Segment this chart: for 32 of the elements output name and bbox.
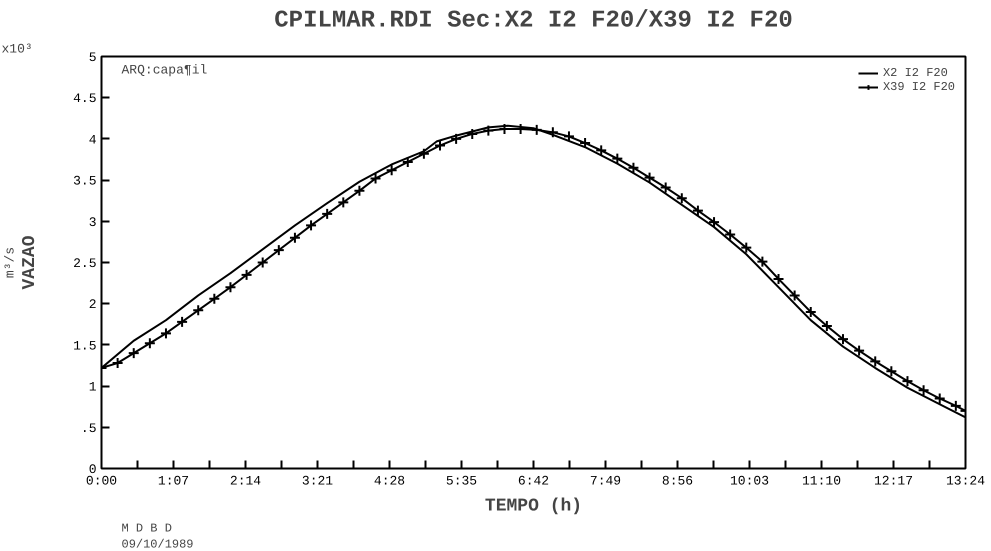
y-tick-label: 2.5 <box>73 256 96 271</box>
x-tick-label: 7:49 <box>590 474 622 488</box>
annotation: ARQ:capa¶il <box>122 62 208 78</box>
y-tick-label: 5 <box>88 50 97 65</box>
x-tick-label: 12:17 <box>874 474 914 488</box>
x-tick-label: 4:28 <box>374 474 406 488</box>
text: 09/10/1989 <box>122 538 194 551</box>
y-tick-label: 4.5 <box>73 91 96 106</box>
x-tick-label: 2:14 <box>230 474 262 488</box>
y-tick-label: 3 <box>88 214 97 230</box>
text: x10³ <box>2 42 33 56</box>
x-tick-label: 11:10 <box>802 474 842 488</box>
y-tick-label: 4 <box>88 132 97 148</box>
text: m³/s <box>2 246 18 278</box>
y-axis-title: VAZAO <box>20 235 40 290</box>
x-tick-label: 10:03 <box>730 474 770 488</box>
y-tick-label: 1 <box>88 380 97 395</box>
x-tick-label: 5:35 <box>446 474 478 488</box>
x-tick-label: 13:24 <box>946 474 986 488</box>
legend-label: X2 I2 F20 <box>882 66 948 80</box>
y-tick-label: .5 <box>80 420 97 436</box>
y-tick-label: 2 <box>88 297 97 312</box>
legend-label: X39 I2 F20 <box>882 80 955 94</box>
y-tick-label: 3.5 <box>73 174 96 189</box>
chart-title: CPILMAR.RDI Sec:X2 I2 F20/X39 I2 F20 <box>274 8 793 34</box>
x-axis-title: TEMPO (h) <box>484 496 582 516</box>
x-tick-label: 8:56 <box>662 474 694 488</box>
x-tick-label: 6:42 <box>518 474 550 488</box>
x-tick-label: 1:07 <box>158 474 190 488</box>
text: M D B D <box>122 522 172 536</box>
y-tick-label: 1.5 <box>73 338 96 354</box>
x-tick-label: 3:21 <box>302 474 334 488</box>
